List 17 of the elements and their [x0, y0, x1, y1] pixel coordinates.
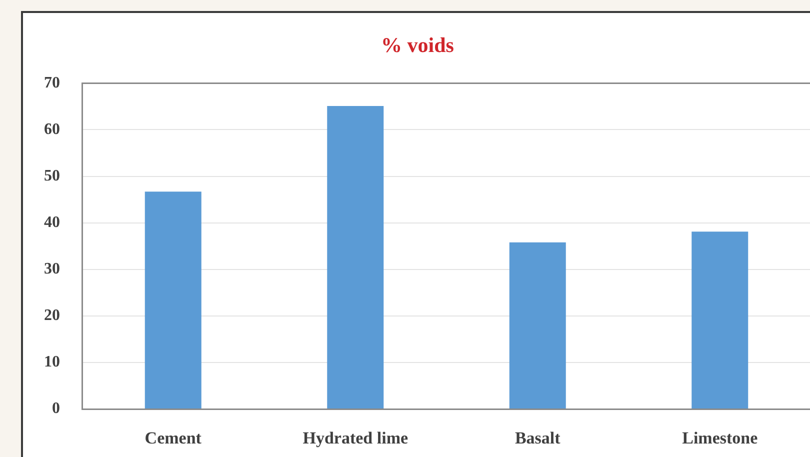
x-tick-label: Limestone [682, 428, 758, 448]
x-tick-label: Basalt [514, 428, 561, 448]
x-tick-label: Hydrated lime [302, 428, 408, 448]
y-tick-label: 40 [44, 214, 60, 231]
y-tick-label: 10 [44, 354, 60, 371]
chart-title: % voids [381, 33, 454, 58]
bar [509, 242, 566, 408]
y-tick-label: 20 [44, 307, 60, 324]
y-tick-label: 70 [44, 74, 60, 92]
bar [144, 192, 202, 408]
y-tick-label: 30 [44, 260, 60, 278]
x-tick-label: Cement [144, 428, 202, 448]
y-tick-label: 60 [44, 120, 60, 138]
y-tick-label: 50 [44, 167, 60, 184]
bar [692, 232, 748, 408]
y-tick-label: 0 [52, 400, 60, 418]
bar [327, 106, 384, 408]
